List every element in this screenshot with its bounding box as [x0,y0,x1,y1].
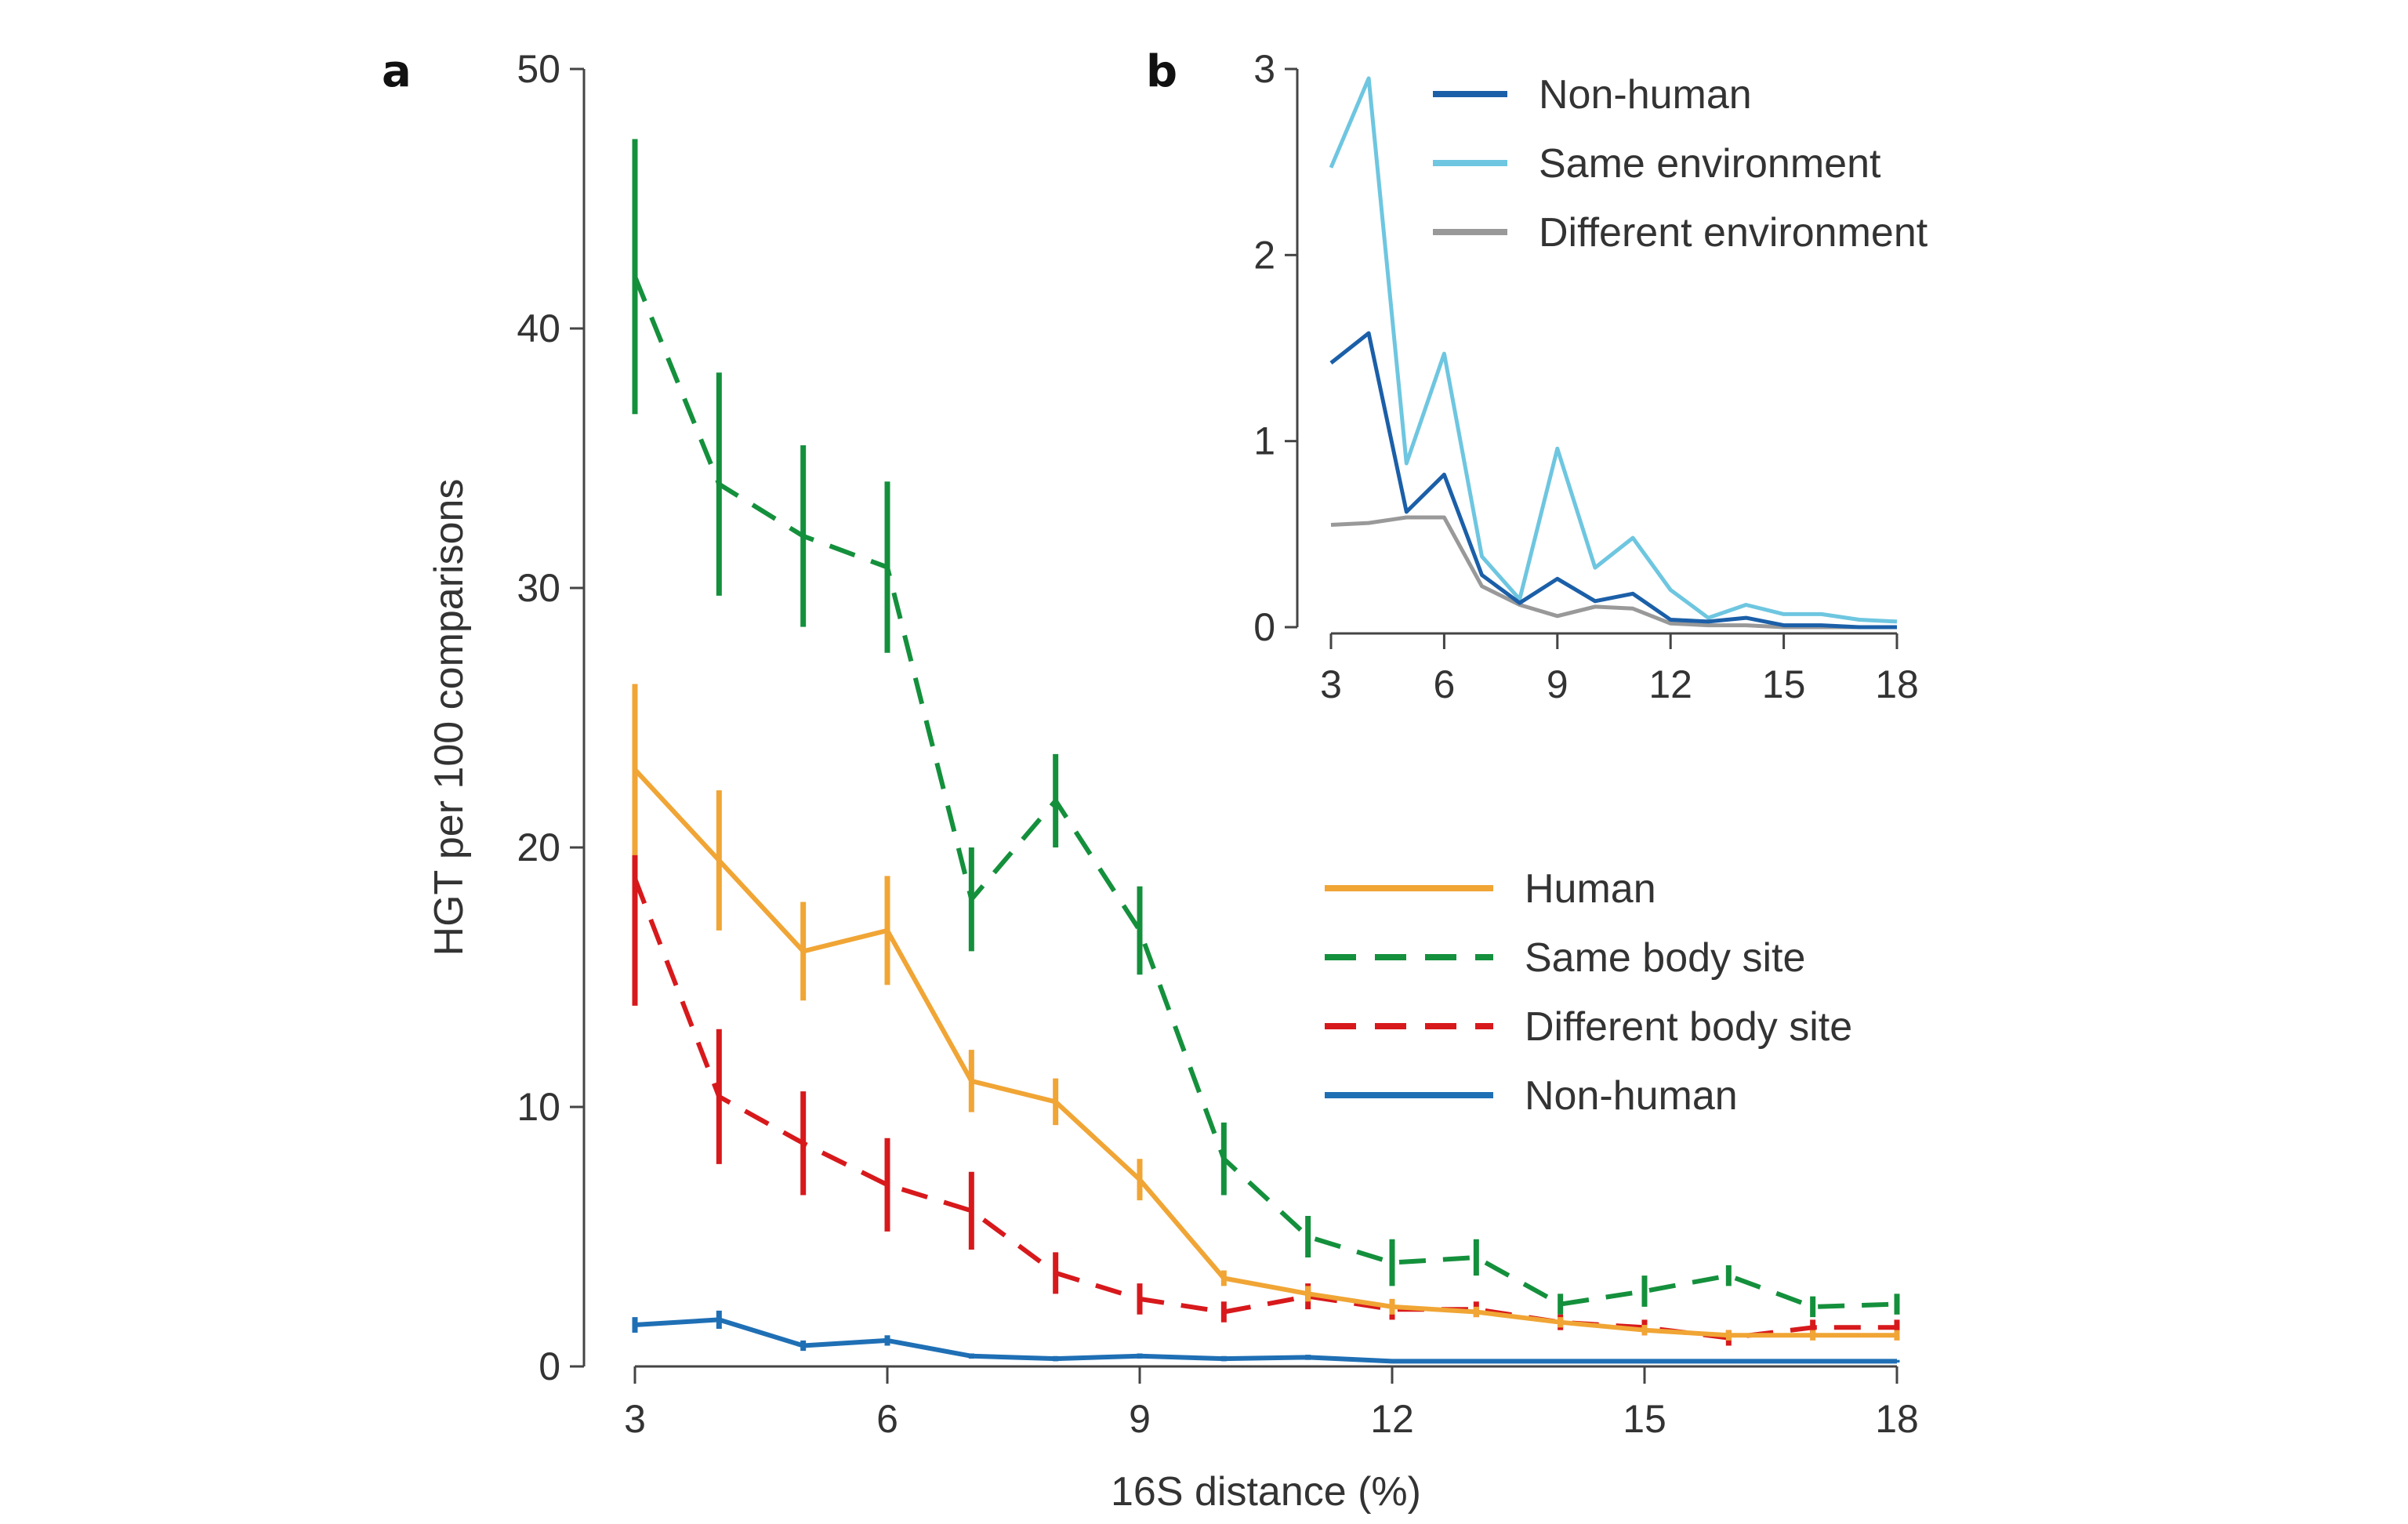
series-non-human [1329,331,1898,630]
y-tick-label: 0 [1253,605,1275,649]
panel-a-x-axis-title: 16S distance (%) [1111,1469,1421,1515]
legend-label: Different body site [1525,1004,1852,1050]
series-same-environment [1329,76,1898,624]
x-tick-label: 18 [1875,1397,1919,1441]
panel-b-series [1329,76,1898,630]
series-line-same-environment [1329,76,1898,624]
x-tick-label: 3 [624,1397,646,1441]
panel-a-label: a [382,46,412,97]
legend-item-human: Human [1325,866,1656,912]
legend-label: Same body site [1525,935,1805,981]
y-tick-label: 3 [1253,47,1275,91]
y-tick-label: 1 [1253,419,1275,463]
x-tick-label: 12 [1370,1397,1414,1441]
legend-item-same-environment: Same environment [1433,141,1881,187]
y-tick-label: 2 [1253,233,1275,277]
legend-item-same-body-site: Same body site [1325,935,1805,981]
panel-b-label: b [1146,46,1177,97]
y-tick-label: 10 [517,1085,560,1129]
y-tick-label: 30 [517,566,560,610]
series-different-environment [1330,515,1898,630]
y-tick-label: 40 [517,307,560,350]
legend-label: Human [1525,866,1656,912]
x-tick-label: 3 [1320,662,1342,706]
series-non-human [632,1310,1900,1364]
panel-a-series [632,139,1900,1364]
y-tick-label: 0 [539,1344,560,1388]
legend-label: Same environment [1539,141,1881,187]
legend-label: Different environment [1539,210,1928,256]
panel-a-legend: Human Same body site Different body site No… [1325,866,1852,1119]
panel-a-y-axis-title: HGT per 100 comparisons [426,479,472,956]
x-tick-label: 15 [1623,1397,1666,1441]
legend-item-different-body-site: Different body site [1325,1004,1852,1050]
x-tick-label: 6 [876,1397,898,1441]
series-line-non-human [1329,331,1897,630]
legend-label: Non-human [1539,72,1752,118]
x-tick-label: 9 [1547,662,1568,706]
x-tick-label: 9 [1129,1397,1151,1441]
legend-item-non-human: Non-human [1325,1073,1738,1119]
legend-item-non-human: Non-human [1433,72,1752,118]
series-human [632,684,1900,1341]
x-tick-label: 18 [1875,662,1919,706]
y-tick-label: 50 [517,47,560,91]
legend-label: Non-human [1525,1073,1738,1119]
y-tick-label: 20 [517,826,560,869]
series-line-human [633,767,1897,1338]
series-same-body-site [632,139,1900,1318]
x-tick-label: 6 [1433,662,1455,706]
x-tick-label: 12 [1648,662,1692,706]
series-line-non-human [634,1317,1897,1364]
panel-b-legend: Non-human Same environment Different envir… [1433,72,1928,256]
series-line-different-environment [1330,515,1897,630]
x-tick-label: 15 [1762,662,1806,706]
series-line-different-body-site [633,877,1897,1341]
legend-item-different-environment: Different environment [1433,210,1928,256]
series-line-same-body-site [633,275,1898,1309]
